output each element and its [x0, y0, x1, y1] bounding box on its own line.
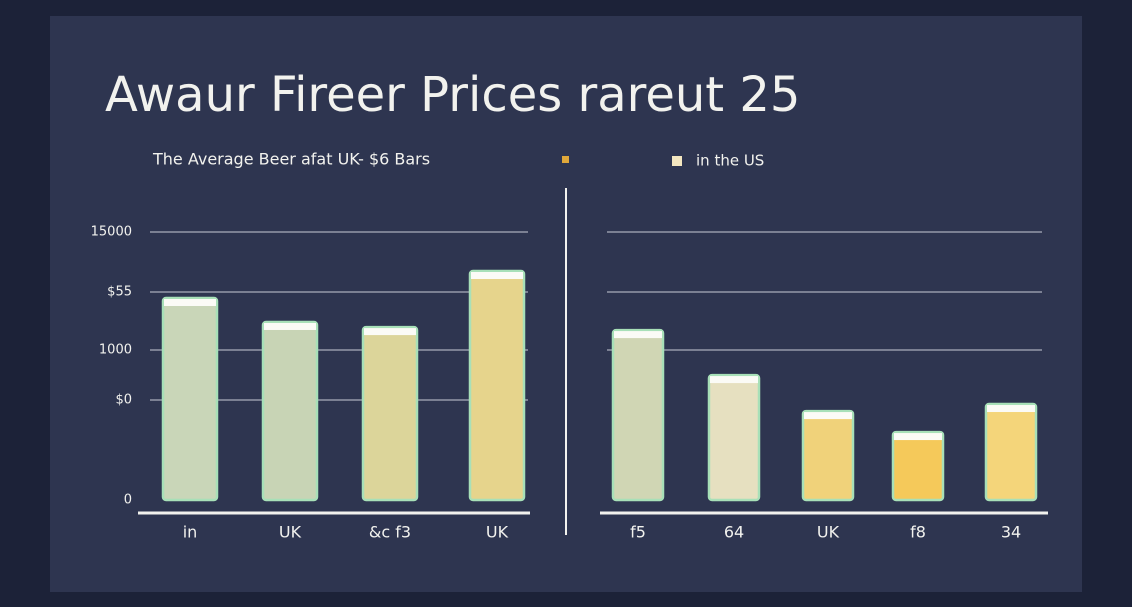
bar-foam	[710, 376, 758, 384]
chart-title: Awaur Fireer Prices rareut 25	[105, 67, 800, 123]
bar-foam	[471, 271, 523, 279]
y-tick-label: $55	[107, 284, 132, 299]
bar	[801, 409, 855, 502]
x-tick-label: 64	[724, 523, 744, 542]
y-tick-label: 1000	[99, 343, 132, 358]
x-tick-label: 34	[1001, 523, 1021, 542]
bar-foam	[614, 331, 662, 339]
bar-foam	[364, 328, 416, 336]
bar	[984, 402, 1038, 502]
bar	[611, 328, 665, 502]
x-tick-label: UK	[486, 523, 509, 542]
subtitle: The Average Beer afat UK- $6 Bars	[152, 150, 430, 169]
x-tick-label: UK	[279, 523, 302, 542]
y-tick-label: 15000	[91, 225, 132, 240]
legend-swatch	[562, 156, 569, 163]
bar	[361, 325, 419, 502]
x-tick-label: f8	[910, 523, 926, 542]
bar-foam	[894, 433, 942, 441]
x-tick-label: f5	[630, 523, 646, 542]
legend-label: in the US	[696, 152, 764, 170]
y-tick-label: 0	[124, 493, 132, 508]
bar-foam	[987, 405, 1035, 413]
x-tick-label: in	[183, 523, 198, 542]
x-tick-label: &c f3	[369, 523, 411, 542]
bar	[891, 430, 945, 502]
bar	[261, 320, 319, 502]
bar-foam	[804, 412, 852, 420]
bar	[468, 269, 526, 502]
y-tick-label: $0	[115, 392, 132, 407]
bar-foam	[164, 298, 216, 306]
bar	[161, 296, 219, 502]
legend-swatch	[672, 156, 682, 166]
x-tick-label: UK	[817, 523, 840, 542]
bar-foam	[264, 322, 316, 330]
bar	[707, 373, 761, 502]
